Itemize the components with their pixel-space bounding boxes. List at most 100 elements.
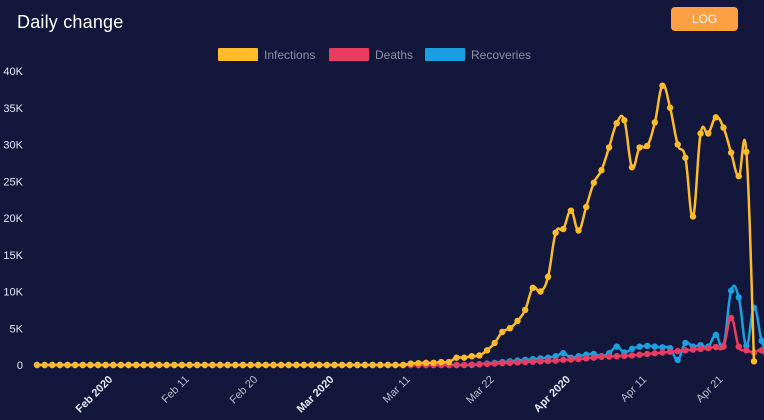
data-point-infections[interactable] xyxy=(384,361,392,369)
data-point-recoveries[interactable] xyxy=(636,343,643,350)
data-point-deaths[interactable] xyxy=(727,314,735,322)
data-point-infections[interactable] xyxy=(636,144,643,151)
data-point-infections[interactable] xyxy=(521,306,529,314)
data-point-infections[interactable] xyxy=(300,361,308,369)
legend-swatch-recoveries[interactable] xyxy=(425,48,465,61)
data-point-infections[interactable] xyxy=(743,148,750,156)
data-point-infections[interactable] xyxy=(316,361,323,369)
data-point-infections[interactable] xyxy=(239,361,247,369)
data-point-infections[interactable] xyxy=(247,361,254,369)
data-point-infections[interactable] xyxy=(110,361,117,369)
data-point-infections[interactable] xyxy=(438,358,445,366)
data-point-deaths[interactable] xyxy=(544,357,552,365)
data-point-infections[interactable] xyxy=(361,361,369,369)
data-point-infections[interactable] xyxy=(430,359,437,366)
data-point-infections[interactable] xyxy=(422,359,430,366)
data-point-deaths[interactable] xyxy=(621,352,628,360)
data-point-recoveries[interactable] xyxy=(613,343,620,350)
data-point-infections[interactable] xyxy=(125,361,132,369)
data-point-deaths[interactable] xyxy=(460,361,468,369)
data-point-infections[interactable] xyxy=(598,167,605,174)
data-point-deaths[interactable] xyxy=(575,355,582,363)
data-point-deaths[interactable] xyxy=(582,355,590,362)
data-point-deaths[interactable] xyxy=(735,343,742,350)
data-point-infections[interactable] xyxy=(453,354,460,361)
data-point-infections[interactable] xyxy=(529,284,536,292)
data-point-deaths[interactable] xyxy=(476,361,483,368)
data-point-deaths[interactable] xyxy=(560,356,567,364)
data-point-recoveries[interactable] xyxy=(712,331,720,339)
data-point-infections[interactable] xyxy=(399,361,407,369)
data-point-recoveries[interactable] xyxy=(735,294,742,301)
data-point-infections[interactable] xyxy=(201,361,209,369)
data-point-infections[interactable] xyxy=(666,104,674,111)
data-point-infections[interactable] xyxy=(148,361,155,369)
data-point-infections[interactable] xyxy=(277,361,285,369)
data-point-infections[interactable] xyxy=(87,361,94,369)
data-point-deaths[interactable] xyxy=(506,359,514,366)
data-point-infections[interactable] xyxy=(537,288,544,295)
data-point-infections[interactable] xyxy=(567,207,575,214)
data-point-deaths[interactable] xyxy=(590,354,598,361)
data-point-infections[interactable] xyxy=(346,361,353,369)
data-point-deaths[interactable] xyxy=(705,344,712,352)
data-point-infections[interactable] xyxy=(750,358,758,365)
data-point-recoveries[interactable] xyxy=(674,356,681,364)
data-point-deaths[interactable] xyxy=(697,345,704,353)
data-point-recoveries[interactable] xyxy=(552,352,559,360)
data-point-deaths[interactable] xyxy=(483,360,491,368)
data-point-recoveries[interactable] xyxy=(682,339,689,347)
data-point-infections[interactable] xyxy=(697,130,704,137)
legend-swatch-deaths[interactable] xyxy=(329,48,369,61)
data-point-infections[interactable] xyxy=(178,361,186,369)
data-point-deaths[interactable] xyxy=(537,358,544,365)
data-point-infections[interactable] xyxy=(155,361,163,369)
data-point-infections[interactable] xyxy=(140,361,147,369)
data-point-infections[interactable] xyxy=(79,361,86,369)
data-point-recoveries[interactable] xyxy=(727,287,735,294)
data-point-recoveries[interactable] xyxy=(651,343,659,350)
data-point-infections[interactable] xyxy=(293,361,300,369)
legend-label-deaths[interactable]: Deaths xyxy=(375,48,413,62)
data-point-deaths[interactable] xyxy=(567,356,575,363)
data-point-infections[interactable] xyxy=(590,179,598,186)
data-point-infections[interactable] xyxy=(514,317,521,325)
data-point-infections[interactable] xyxy=(499,328,506,336)
data-point-infections[interactable] xyxy=(308,361,315,369)
data-point-infections[interactable] xyxy=(621,117,628,124)
data-point-infections[interactable] xyxy=(102,361,109,369)
data-point-infections[interactable] xyxy=(552,229,559,236)
data-point-infections[interactable] xyxy=(224,361,231,369)
data-point-infections[interactable] xyxy=(659,82,666,89)
data-point-infections[interactable] xyxy=(163,361,170,369)
data-point-recoveries[interactable] xyxy=(644,342,651,350)
data-point-infections[interactable] xyxy=(369,361,376,369)
data-point-deaths[interactable] xyxy=(666,348,674,355)
data-point-infections[interactable] xyxy=(377,361,384,369)
data-point-deaths[interactable] xyxy=(636,351,643,358)
data-point-infections[interactable] xyxy=(331,361,338,369)
data-point-infections[interactable] xyxy=(682,154,689,161)
data-point-deaths[interactable] xyxy=(468,361,475,368)
data-point-infections[interactable] xyxy=(232,361,239,369)
data-point-infections[interactable] xyxy=(392,361,399,369)
data-point-infections[interactable] xyxy=(49,361,56,369)
data-point-infections[interactable] xyxy=(735,172,742,180)
data-point-recoveries[interactable] xyxy=(659,344,666,351)
data-point-infections[interactable] xyxy=(407,360,414,367)
data-point-infections[interactable] xyxy=(651,119,659,126)
data-point-deaths[interactable] xyxy=(521,358,529,366)
data-point-infections[interactable] xyxy=(506,325,514,332)
legend-swatch-infections[interactable] xyxy=(218,48,258,61)
data-point-infections[interactable] xyxy=(445,358,453,366)
data-point-infections[interactable] xyxy=(582,203,590,211)
data-point-deaths[interactable] xyxy=(674,347,681,355)
data-point-infections[interactable] xyxy=(491,339,498,347)
data-point-deaths[interactable] xyxy=(689,346,697,353)
data-point-recoveries[interactable] xyxy=(743,342,750,350)
data-point-infections[interactable] xyxy=(644,142,651,150)
data-point-deaths[interactable] xyxy=(743,347,750,354)
log-scale-button[interactable]: LOG xyxy=(671,7,738,31)
data-point-deaths[interactable] xyxy=(651,350,659,357)
data-point-deaths[interactable] xyxy=(712,343,720,351)
